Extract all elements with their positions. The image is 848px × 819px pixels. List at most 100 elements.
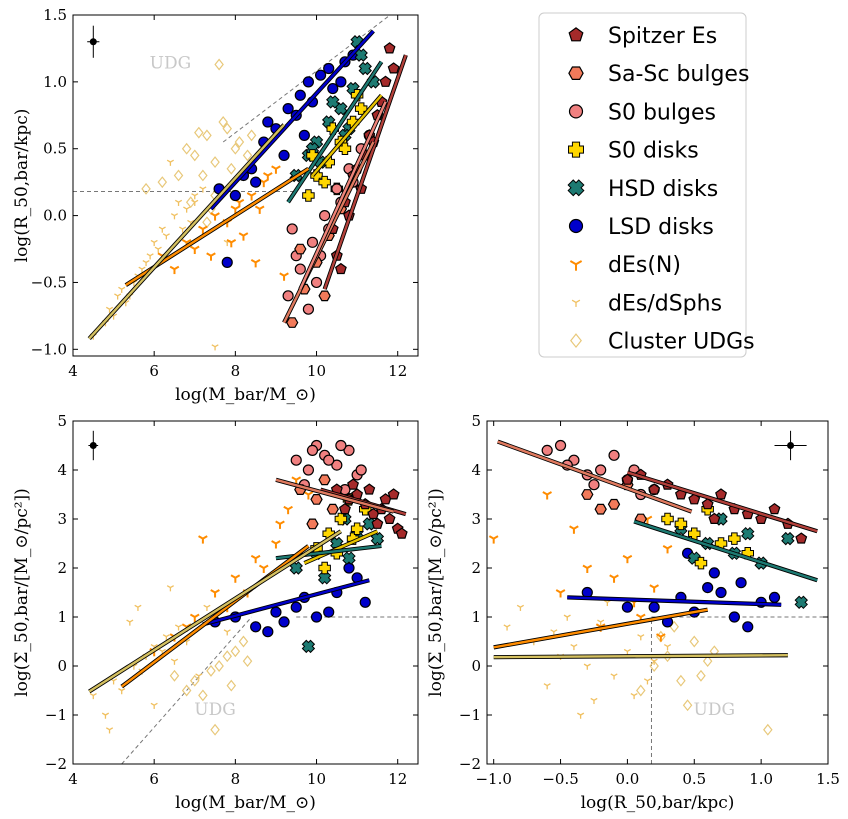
point-s0-bulges <box>282 290 294 302</box>
x-tick-label: 4 <box>68 770 78 788</box>
series-spitzer-es <box>621 468 808 544</box>
legend-item-lsd-disks: LSD disks <box>568 215 714 240</box>
point-lsd-disks <box>294 89 306 101</box>
point-des-n <box>189 613 200 622</box>
point-des-n <box>555 589 566 598</box>
point-des-dsphs <box>105 306 114 313</box>
x-tick-label: 8 <box>231 362 241 380</box>
y-tick-label: 3 <box>57 510 67 528</box>
point-des-dsphs <box>118 688 126 695</box>
point-des-dsphs <box>162 233 170 240</box>
point-des-dsphs <box>170 658 179 665</box>
y-tick-label: 2 <box>471 559 481 577</box>
legend-marker-cluster-udgs <box>570 333 582 349</box>
y-tick-label: 1 <box>471 608 481 626</box>
y-tick-label: 1 <box>57 608 67 626</box>
y-tick-label: 4 <box>57 461 67 479</box>
point-des-n <box>246 192 257 201</box>
point-spitzer-es <box>708 512 721 525</box>
point-cluster-udgs <box>206 664 216 677</box>
fit-line <box>299 101 387 290</box>
y-tick-label: −0.5 <box>31 273 67 291</box>
point-s0-disks <box>302 189 315 202</box>
point-des-dsphs <box>126 619 134 626</box>
fit-line <box>282 141 375 324</box>
point-cluster-udgs <box>222 650 233 663</box>
point-des-dsphs <box>118 286 126 293</box>
y-tick-label: 1.0 <box>43 73 67 91</box>
point-cluster-udgs <box>763 723 773 736</box>
point-cluster-udgs <box>194 126 204 139</box>
point-lsd-disks <box>270 606 282 618</box>
point-cluster-udgs <box>246 129 257 142</box>
x-tick-label: 4 <box>68 362 78 380</box>
point-des-n <box>189 245 200 255</box>
point-des-n <box>488 535 499 544</box>
point-lsd-disks <box>648 601 660 613</box>
x-tick-label: 1.0 <box>749 770 773 788</box>
point-cluster-udgs <box>181 142 192 155</box>
point-lsd-disks <box>768 591 781 604</box>
legend-marker-sa-sc-bulges <box>568 66 584 81</box>
point-des-n <box>254 205 265 214</box>
point-des-n <box>569 525 579 534</box>
point-lsd-disks <box>262 626 274 638</box>
legend-item-spitzer-es: Spitzer Es <box>568 24 717 49</box>
point-cluster-udgs <box>173 169 184 182</box>
point-des-dsphs <box>101 712 110 719</box>
udg-annotation: UDG <box>194 700 236 720</box>
series-lsd-disks <box>581 547 781 633</box>
legend-label: HSD disks <box>608 177 718 202</box>
point-s0-bulges <box>335 439 347 452</box>
point-s0-disks <box>728 532 741 545</box>
y-tick-label: −1 <box>45 706 67 724</box>
point-des-dsphs <box>597 619 605 626</box>
point-des-n <box>582 564 593 573</box>
point-des-dsphs <box>590 697 598 705</box>
legend-item-sa-sc-bulges: Sa-Sc bulges <box>568 62 749 87</box>
point-des-dsphs <box>174 624 183 631</box>
point-cluster-udgs <box>682 699 693 712</box>
point-cluster-udgs <box>234 136 245 148</box>
legend-item-hsd-disks: HSD disks <box>567 177 718 202</box>
x-tick-label: 1.5 <box>816 770 840 788</box>
fit-line <box>627 471 818 533</box>
point-s0-bulges <box>319 209 331 222</box>
point-sa-sc-bulges <box>581 489 594 500</box>
legend-label: Spitzer Es <box>608 24 717 49</box>
point-s0-disks <box>318 561 331 575</box>
point-s0-bulges <box>323 454 335 466</box>
point-des-dsphs <box>183 206 191 213</box>
y-tick-label: 0.5 <box>43 140 67 158</box>
series-lsd-disks <box>213 49 359 268</box>
point-lsd-disks <box>359 596 371 608</box>
point-des-dsphs <box>195 673 203 680</box>
typical-errorbar <box>87 25 100 58</box>
point-s0-bulges <box>331 459 343 471</box>
point-hsd-disks <box>794 595 808 610</box>
x-tick-label: 0.5 <box>682 770 706 788</box>
point-des-n <box>649 584 659 593</box>
point-spitzer-es <box>363 483 376 495</box>
series-des-n <box>149 476 314 657</box>
point-s0-bulges <box>286 223 298 235</box>
legend-marker-des-n <box>569 260 583 271</box>
point-cluster-udgs <box>169 669 180 682</box>
point-des-dsphs <box>191 199 199 206</box>
legend-label: S0 disks <box>608 139 699 164</box>
fit-line <box>493 608 708 649</box>
point-des-n <box>250 554 261 564</box>
point-des-dsphs <box>150 239 158 247</box>
point-spitzer-es <box>383 42 396 54</box>
point-des-dsphs <box>138 266 146 273</box>
panel-top-left: 4 6 8 10 12 −1.0 −0.5 0.0 0.5 1.0 1.5 log(M_bar/M_⊙… <box>12 6 419 405</box>
point-spitzer-es <box>371 517 384 529</box>
fit-line <box>567 596 782 606</box>
point-sa-sc-bulges <box>318 290 331 302</box>
axes-frame <box>486 420 829 765</box>
axes-frame <box>72 14 419 357</box>
point-s0-bulges <box>331 183 343 195</box>
point-des-dsphs <box>643 678 652 685</box>
point-des-n <box>169 265 180 275</box>
